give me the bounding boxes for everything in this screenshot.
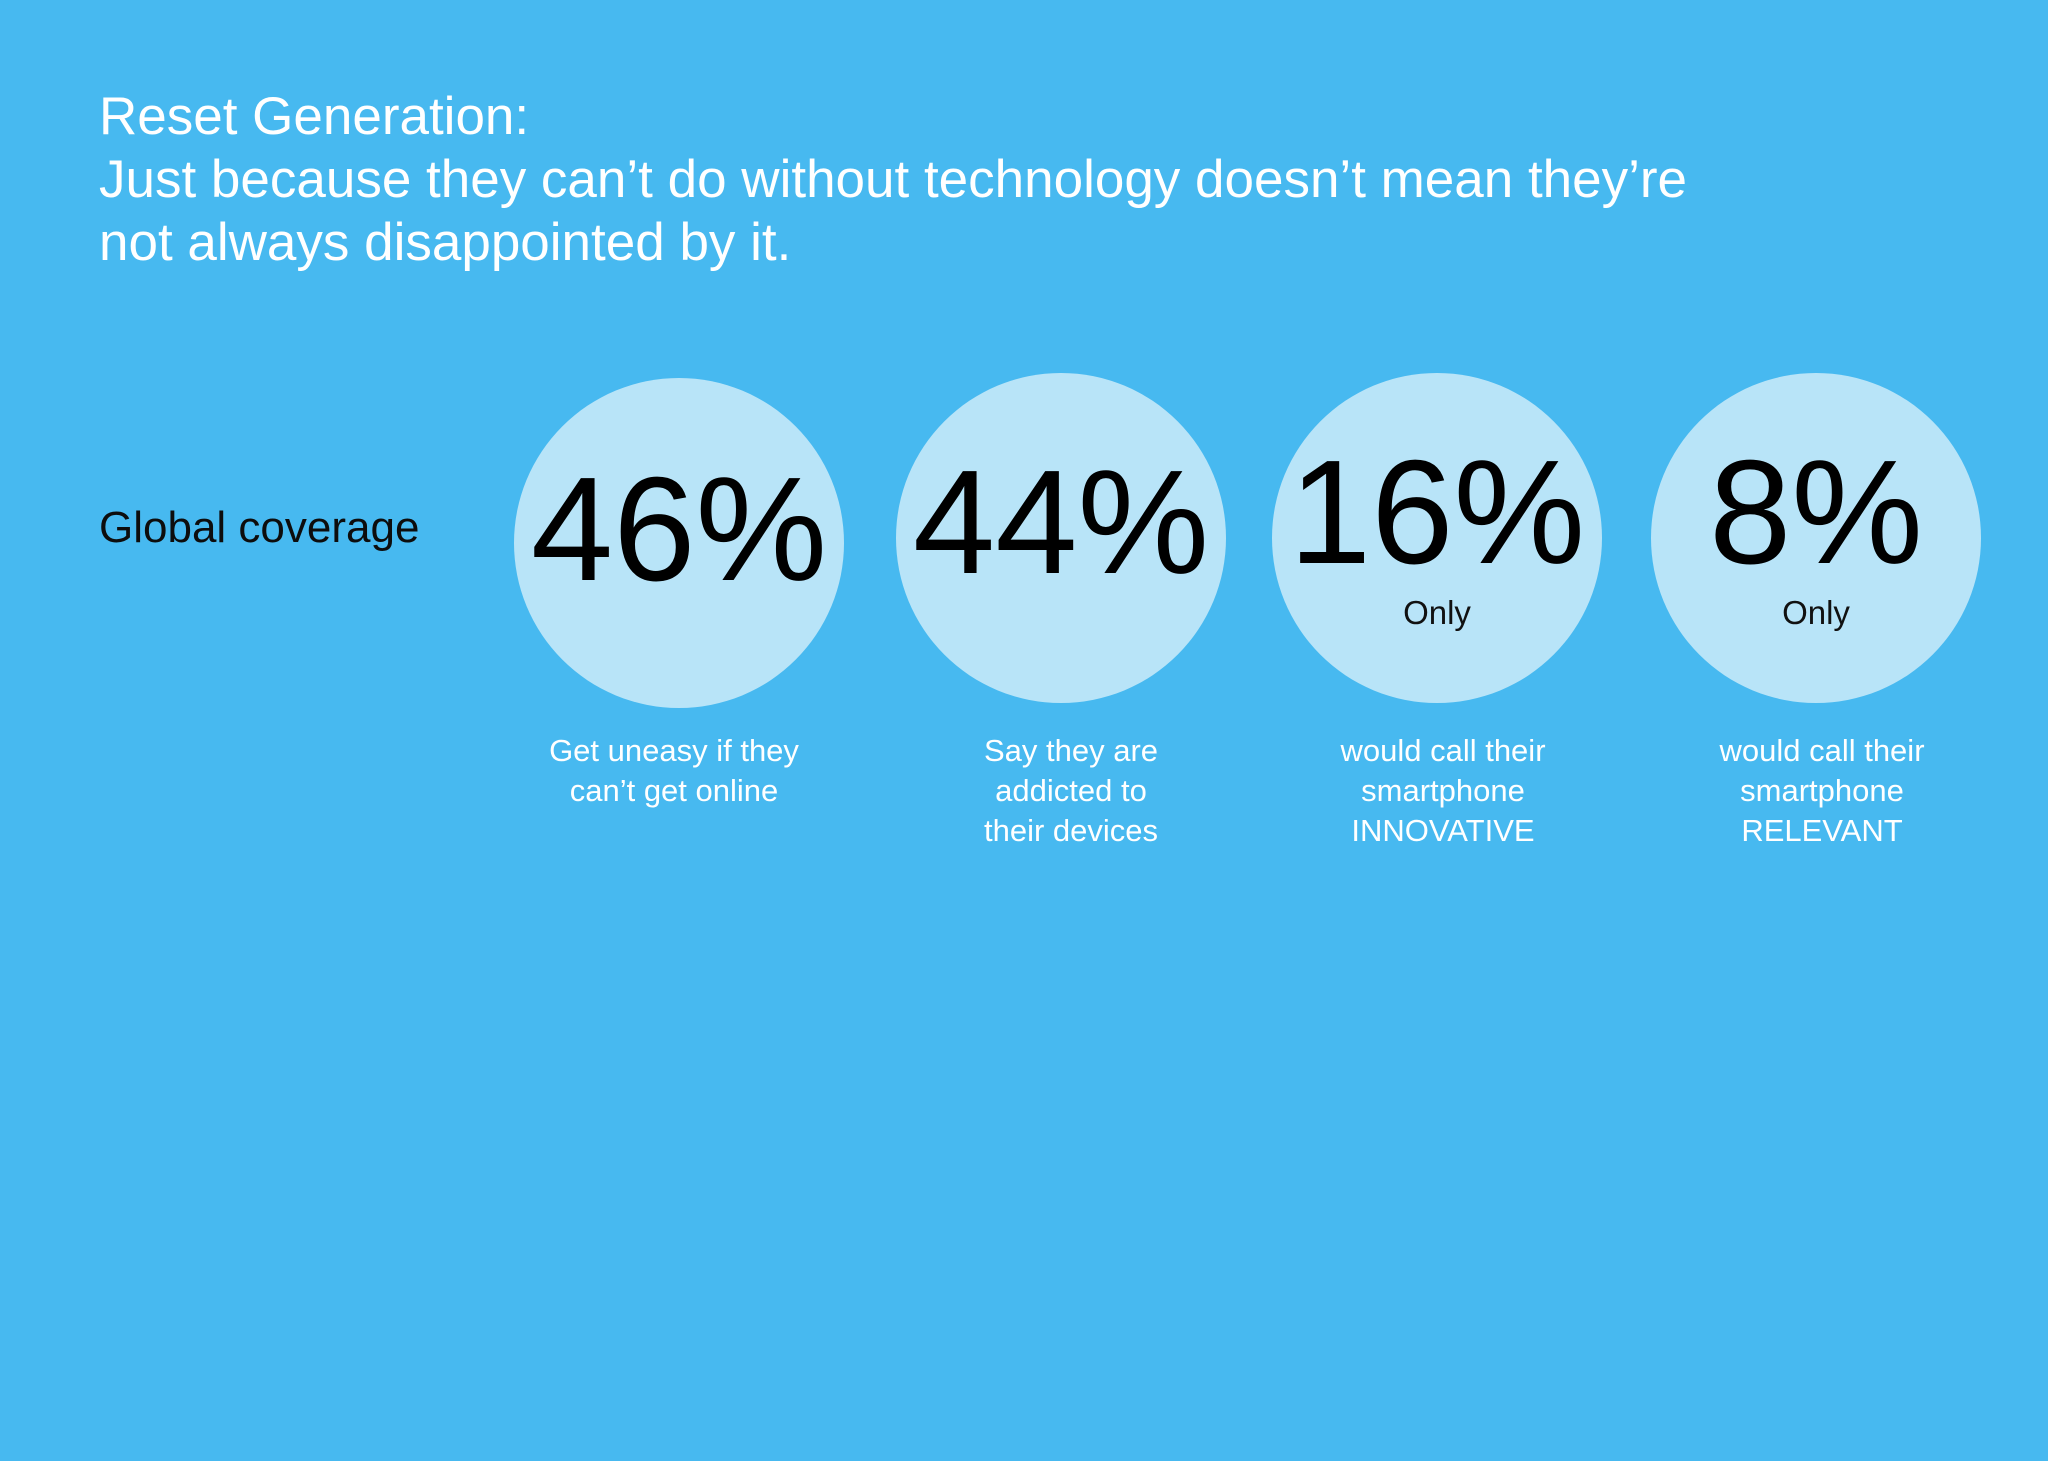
caption-line: would call their — [1719, 733, 1925, 768]
title-line: not always disappointed by it. — [99, 213, 792, 272]
caption-line: INNOVATIVE — [1351, 813, 1535, 848]
stat-value: 16% — [1288, 430, 1586, 595]
stat-value: 8% — [1709, 430, 1923, 595]
stat-value: 46% — [530, 447, 828, 612]
stat-circle: 8% Only — [1651, 373, 1981, 703]
caption-line: smartphone — [1740, 773, 1904, 808]
title-line: Just because they can’t do without techn… — [99, 150, 1688, 209]
stat-value: 44% — [912, 440, 1210, 605]
caption-line: smartphone — [1361, 773, 1525, 808]
title-line: Reset Generation: — [99, 87, 530, 146]
caption-line: Get uneasy if they — [549, 733, 799, 768]
caption-line: RELEVANT — [1741, 813, 1903, 848]
stat-prefix: Only — [1403, 594, 1471, 631]
slide-title: Reset Generation: Just because they can’… — [99, 85, 1899, 274]
caption-line: addicted to — [995, 773, 1147, 808]
stat-circle: 46% — [514, 378, 844, 708]
caption-line: Say they are — [983, 733, 1159, 768]
stat-circle: 44% — [896, 373, 1226, 703]
caption-line: their devices — [983, 813, 1159, 848]
stat-caption: would call their smartphone RELEVANT — [1652, 731, 1992, 851]
stat-prefix: Only — [1782, 594, 1850, 631]
stat-caption: Get uneasy if they can’t get online — [504, 731, 844, 811]
stat-caption: Say they are addicted to their devices — [901, 731, 1241, 851]
row-label: Global coverage — [99, 503, 420, 552]
caption-line: would call their — [1340, 733, 1546, 768]
stat-caption: would call their smartphone INNOVATIVE — [1273, 731, 1613, 851]
stat-circle: 16% Only — [1272, 373, 1602, 703]
caption-line: can’t get online — [569, 773, 779, 808]
